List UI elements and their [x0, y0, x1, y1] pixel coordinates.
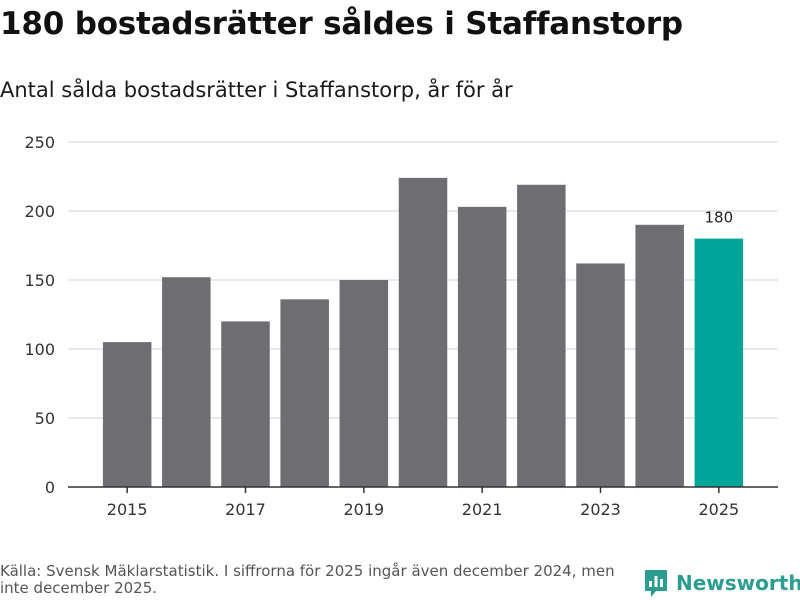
bar-2015 [102, 342, 152, 487]
data-label: 180 [705, 209, 734, 227]
x-tick-label: 2025 [698, 500, 739, 519]
bar-2021 [457, 206, 507, 488]
bar-2017 [221, 321, 270, 487]
bar-2025 [694, 238, 744, 487]
source-note: Källa: Svensk Mäklarstatistik. I siffror… [0, 562, 615, 597]
y-tick-label: 250 [24, 133, 55, 152]
bar-2018 [280, 299, 329, 487]
axes [68, 486, 778, 493]
bar-2019 [339, 280, 389, 487]
chart-title: 180 bostadsrätter såldes i Staffanstorp [0, 6, 683, 42]
bar-2016 [162, 277, 211, 487]
bars [102, 177, 744, 488]
y-tick-label: 200 [24, 202, 55, 221]
labels: 0 50 100 150 200 250 2015 2017 2019 2021 2023 2025 1… [24, 133, 739, 519]
bar-2024 [635, 224, 684, 488]
x-tick-label: 2021 [462, 500, 503, 519]
newsworthy-logo-icon [645, 570, 667, 597]
y-tick-label: 50 [35, 409, 55, 428]
bar-chart: 0 50 100 150 200 250 2015 2017 2019 2021 2023 2025 1… [24, 133, 778, 519]
x-tick-label: 2023 [580, 500, 621, 519]
x-tick-label: 2017 [225, 500, 266, 519]
bar-2020 [398, 177, 448, 487]
brand-name: Newsworthy [676, 571, 800, 595]
y-tick-label: 100 [24, 340, 55, 359]
brand-logo[interactable]: Newsworthy [644, 568, 800, 598]
bar-2023 [576, 263, 625, 487]
x-tick-label: 2015 [107, 500, 148, 519]
bar-2022 [517, 184, 566, 487]
chart-subtitle: Antal sålda bostadsrätter i Staffanstorp… [0, 78, 513, 102]
x-tick-label: 2019 [343, 500, 384, 519]
y-tick-label: 150 [24, 271, 55, 290]
y-tick-label: 0 [45, 478, 55, 497]
